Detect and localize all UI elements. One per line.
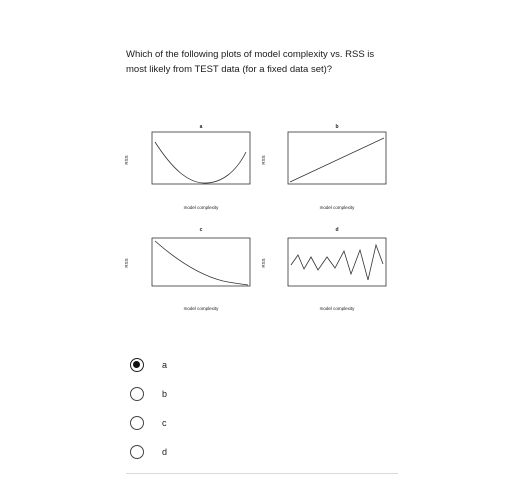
plot-a-curve bbox=[154, 141, 247, 184]
option-b[interactable]: b bbox=[126, 383, 246, 405]
plot-c-frame bbox=[151, 237, 251, 287]
plot-c-title: c bbox=[200, 227, 203, 233]
plots-svg: a RSS model complexity b RSS model compl… bbox=[124, 124, 387, 311]
radio-d[interactable] bbox=[130, 445, 144, 459]
plot-d-title: d bbox=[335, 227, 338, 233]
radio-b[interactable] bbox=[130, 387, 144, 401]
plot-c-curve bbox=[154, 240, 249, 286]
plot-c: c RSS model complexity bbox=[124, 227, 251, 311]
plot-c-xlabel: model complexity bbox=[184, 306, 220, 311]
plot-a: a RSS model complexity bbox=[124, 124, 251, 210]
option-c[interactable]: c bbox=[126, 412, 246, 434]
plot-b: b RSS model complexity bbox=[261, 124, 387, 210]
plot-b-line bbox=[289, 137, 385, 183]
plot-b-title: b bbox=[335, 124, 338, 130]
model-complexity-plots-figure: a RSS model complexity b RSS model compl… bbox=[118, 118, 408, 318]
plot-d-frame bbox=[287, 237, 387, 287]
option-c-label: c bbox=[162, 418, 167, 428]
option-d[interactable]: d bbox=[126, 441, 246, 463]
radio-c[interactable] bbox=[130, 416, 144, 430]
option-a-label: a bbox=[162, 360, 168, 370]
plot-a-ylabel: RSS bbox=[124, 155, 129, 164]
plot-b-ylabel: RSS bbox=[261, 155, 266, 164]
plot-a-title: a bbox=[200, 124, 203, 130]
question-line-1: Which of the following plots of model co… bbox=[126, 49, 375, 60]
plot-a-frame bbox=[151, 131, 251, 185]
plot-b-xlabel: model complexity bbox=[320, 205, 356, 210]
bottom-divider bbox=[126, 473, 398, 474]
radio-a-selected[interactable] bbox=[130, 358, 144, 372]
plot-b-frame bbox=[287, 131, 387, 185]
plot-d-zigzag bbox=[290, 243, 384, 281]
plot-c-ylabel: RSS bbox=[124, 258, 129, 267]
option-a[interactable]: a bbox=[126, 354, 246, 376]
question-text: Which of the following plots of model co… bbox=[126, 47, 426, 77]
plot-d-ylabel: RSS bbox=[261, 258, 266, 267]
plot-a-xlabel: model complexity bbox=[184, 205, 220, 210]
option-b-label: b bbox=[162, 389, 168, 399]
plot-d-xlabel: model complexity bbox=[320, 306, 356, 311]
question-line-2: most likely from TEST data (for a fixed … bbox=[126, 64, 333, 75]
plot-d: d RSS model complexity bbox=[261, 227, 387, 311]
option-d-label: d bbox=[162, 447, 168, 457]
